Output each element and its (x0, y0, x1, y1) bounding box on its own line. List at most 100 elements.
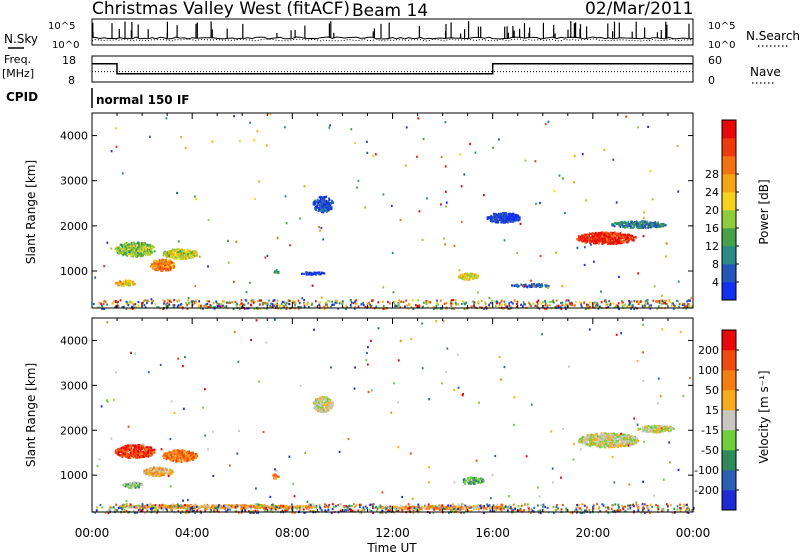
heatmap-cell (129, 448, 132, 451)
heatmap-cell (111, 302, 114, 305)
heatmap-cell (526, 286, 529, 289)
heatmap-cell (656, 300, 659, 303)
heatmap-cell (493, 220, 496, 223)
heatmap-cell (618, 435, 621, 438)
heatmap-cell (366, 151, 369, 154)
heatmap-cell (168, 250, 170, 253)
heatmap-cell (583, 237, 586, 240)
heatmap-cell (319, 400, 322, 403)
heatmap-cell (155, 263, 157, 266)
heatmap-cell (454, 299, 457, 302)
heatmap-cell (509, 307, 512, 310)
heatmap-cell (581, 440, 584, 443)
heatmap-cell (129, 252, 132, 255)
heatmap-cell (169, 458, 172, 461)
heatmap-cell (115, 247, 118, 250)
heatmap-cell (399, 218, 402, 221)
heatmap-cell (522, 285, 525, 288)
heatmap-cell (294, 300, 296, 303)
heatmap-cell (584, 241, 587, 244)
heatmap-cell (142, 301, 144, 304)
heatmap-cell (536, 302, 539, 305)
heatmap-cell (320, 396, 323, 399)
heatmap-cell (618, 224, 621, 227)
heatmap-cell (182, 454, 184, 457)
heatmap-cell (294, 302, 297, 305)
heatmap-cell (122, 282, 124, 286)
heatmap-cell (143, 452, 146, 455)
heatmap-cell (540, 283, 543, 286)
heatmap-cell (497, 220, 499, 223)
heatmap-cell (193, 252, 196, 255)
heatmap-cell (317, 409, 319, 413)
heatmap-cell (329, 407, 332, 410)
heatmap-cell (303, 185, 306, 188)
heatmap-cell (404, 164, 407, 167)
heatmap-cell (134, 484, 137, 487)
heatmap-cell (600, 237, 603, 240)
heatmap-cell (498, 302, 501, 305)
heatmap-cell (585, 441, 588, 444)
heatmap-cell (149, 467, 152, 470)
heatmap-cell (465, 278, 468, 281)
heatmap-cell (656, 426, 659, 429)
heatmap-cell (152, 472, 154, 475)
heatmap-cell (135, 456, 137, 460)
heatmap-cell (346, 305, 348, 308)
heatmap-cell (326, 405, 329, 408)
heatmap-cell (127, 454, 130, 457)
heatmap-cell (315, 409, 318, 412)
heatmap-cell (453, 307, 455, 310)
heatmap-cell (324, 196, 327, 199)
power-colorbar-swatch (722, 264, 736, 283)
heatmap-cell (603, 439, 605, 442)
heatmap-cell (315, 205, 318, 209)
heatmap-cell (140, 446, 143, 449)
heatmap-cell (357, 179, 360, 182)
heatmap-cell (178, 299, 180, 302)
heatmap-cell (314, 203, 316, 206)
heatmap-cell (325, 302, 328, 305)
heatmap-cell (622, 304, 625, 307)
heatmap-cell (634, 235, 637, 239)
heatmap-cell (329, 124, 331, 127)
heatmap-cell (629, 300, 632, 303)
heatmap-cell (154, 472, 157, 475)
heatmap-cell (508, 217, 510, 220)
heatmap-cell (661, 223, 664, 226)
heatmap-cell (117, 453, 120, 456)
heatmap-cell (483, 194, 485, 197)
heatmap-cell (329, 207, 331, 211)
heatmap-cell (586, 436, 588, 439)
heatmap-cell (167, 256, 170, 259)
heatmap-cell (126, 485, 129, 488)
heatmap-cell (605, 440, 608, 443)
heatmap-cell (614, 444, 616, 447)
heatmap-cell (455, 303, 457, 306)
heatmap-cell (468, 481, 471, 484)
heatmap-cell (464, 302, 466, 306)
heatmap-cell (637, 126, 639, 129)
heatmap-cell (460, 185, 463, 188)
heatmap-cell (530, 279, 532, 282)
heatmap-cell (122, 453, 125, 456)
heatmap-cell (159, 266, 162, 269)
heatmap-cell (172, 262, 175, 265)
heatmap-cell (157, 260, 160, 263)
heatmap-cell (261, 303, 264, 306)
heatmap-cell (472, 273, 475, 276)
heatmap-cell (141, 453, 144, 456)
heatmap-cell (588, 232, 591, 235)
heatmap-cell (114, 300, 117, 303)
heatmap-cell (618, 307, 620, 311)
heatmap-cell (674, 304, 676, 308)
heatmap-cell (179, 457, 182, 460)
heatmap-cell (129, 456, 132, 459)
heatmap-cell (161, 265, 163, 268)
heatmap-cell (165, 263, 168, 266)
heatmap-cell (115, 127, 117, 130)
heatmap-cell (460, 273, 463, 276)
heatmap-cell (167, 470, 170, 473)
heatmap-cell (619, 233, 622, 236)
heatmap-cell (177, 248, 180, 251)
